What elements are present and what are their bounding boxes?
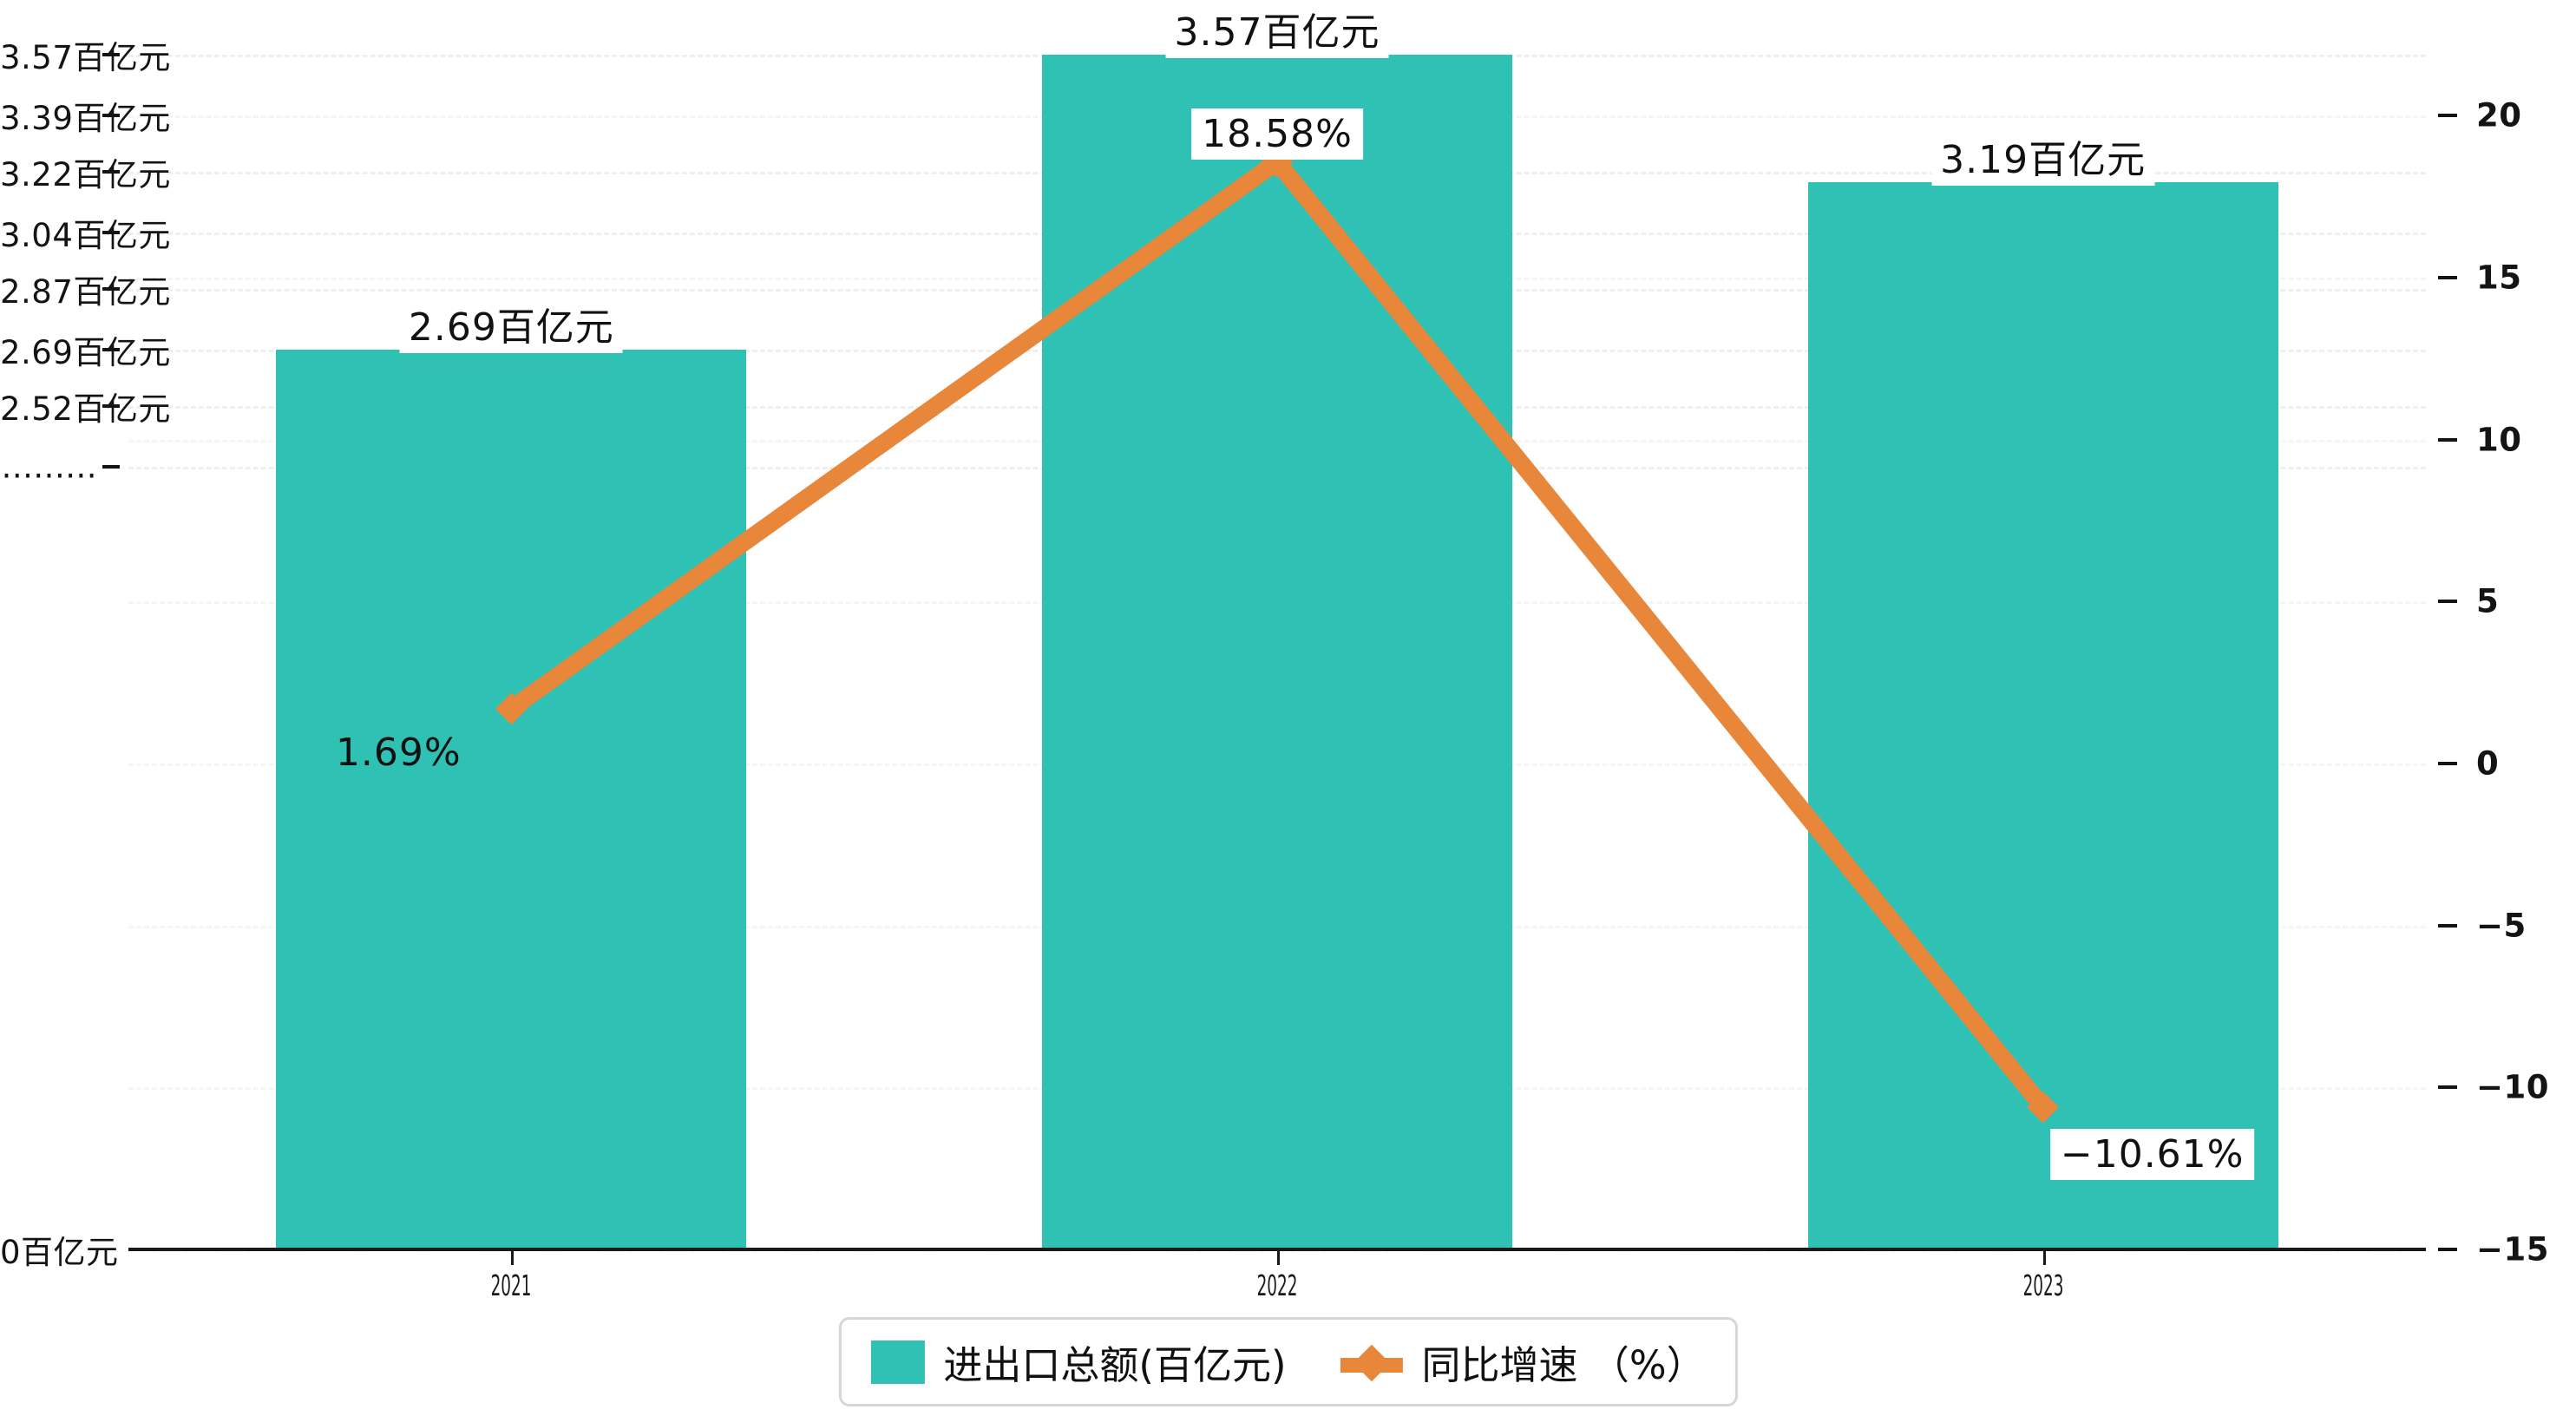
- y-axis-right-label: 0: [2476, 744, 2500, 783]
- y-axis-left-label: 2.52百亿元: [0, 390, 171, 429]
- y-axis-left-tick-mark: [102, 347, 120, 351]
- y-axis-right-tick-mark: [2438, 923, 2457, 928]
- y-axis-right-label: 20: [2476, 96, 2522, 134]
- y-axis-left-tick-mark: [102, 404, 120, 409]
- y-axis-left-label: 3.39百亿元: [0, 99, 171, 137]
- y-axis-right-tick-mark: [2438, 1085, 2457, 1090]
- legend-item-bar[interactable]: 进出口总额(百亿元): [870, 1334, 1287, 1390]
- y-axis-left-label: 0百亿元: [0, 1234, 119, 1271]
- x-axis-label-2023: 2023: [2022, 1268, 2064, 1302]
- y-axis-right-tick-mark: [2438, 600, 2457, 604]
- legend-label-bar: 进出口总额(百亿元): [943, 1342, 1287, 1388]
- y-axis-left-tick-mark: [102, 287, 120, 292]
- chart-legend: 进出口总额(百亿元) 同比增速 （%）: [838, 1317, 1738, 1406]
- line-value-label-2021: 1.69%: [335, 730, 462, 775]
- bar-2023[interactable]: [1807, 181, 2278, 1249]
- y-axis-right-label: −5: [2476, 907, 2527, 945]
- legend-item-line[interactable]: 同比增速 （%）: [1340, 1334, 1706, 1390]
- y-axis-left-label: 3.57百亿元: [0, 39, 171, 77]
- bar-2022[interactable]: [1042, 55, 1512, 1249]
- bar-value-label-2021: 2.69百亿元: [399, 293, 623, 353]
- y-axis-left-label: 2.69百亿元: [0, 333, 171, 371]
- y-axis-right-label: 5: [2476, 582, 2500, 620]
- y-axis-left-tick-mark: [102, 230, 120, 234]
- y-axis-left-tick-mark: [102, 53, 120, 57]
- y-axis-left-tick-mark: [102, 170, 120, 174]
- bar-value-label-2022: 3.57百亿元: [1165, 0, 1389, 59]
- x-axis-label-2022: 2022: [1256, 1268, 1298, 1302]
- line-value-label-2023: −10.61%: [2049, 1129, 2255, 1181]
- y-axis-right-label: 10: [2476, 421, 2522, 459]
- legend-bar-swatch-icon: [870, 1340, 925, 1384]
- x-axis-tick-mark: [511, 1251, 515, 1265]
- x-axis-tick-mark: [1277, 1251, 1280, 1265]
- y-axis-right-tick-mark: [2438, 437, 2457, 442]
- x-axis-line: [128, 1248, 2426, 1251]
- y-axis-left-label: .........: [1, 448, 97, 486]
- y-axis-right-label: −10: [2476, 1068, 2549, 1106]
- y-axis-right-label: −15: [2476, 1230, 2549, 1268]
- x-axis-label-2021: 2021: [490, 1268, 532, 1302]
- y-axis-left-tick-mark: [102, 464, 120, 469]
- line-value-label-2022: 18.58%: [1191, 108, 1363, 161]
- y-axis-right-label: 15: [2476, 259, 2522, 297]
- y-axis-left-label: 3.04百亿元: [0, 216, 171, 254]
- legend-label-line: 同比增速 （%）: [1421, 1342, 1706, 1388]
- bar-2021[interactable]: [276, 349, 747, 1249]
- y-axis-right-tick-mark: [2438, 1248, 2457, 1251]
- y-axis-right-tick-mark: [2438, 114, 2457, 118]
- y-axis-left-tick-mark: [102, 113, 120, 117]
- y-axis-left-label: 2.87百亿元: [0, 273, 171, 311]
- y-axis-right-tick-mark: [2438, 762, 2457, 765]
- y-axis-left-label: 3.22百亿元: [0, 156, 171, 194]
- x-axis-tick-mark: [2042, 1251, 2046, 1265]
- legend-line-swatch-icon: [1340, 1344, 1403, 1381]
- bar-value-label-2023: 3.19百亿元: [1931, 126, 2155, 186]
- y-axis-right-tick-mark: [2438, 276, 2457, 279]
